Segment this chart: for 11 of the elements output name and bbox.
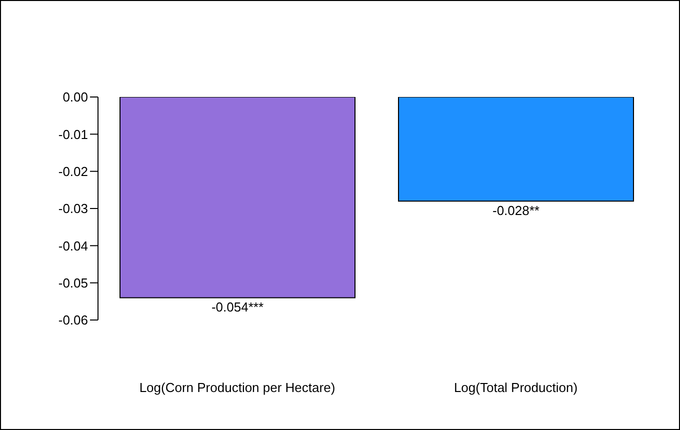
x-tick-label: Log(Total Production) [454,380,578,396]
y-tick-label: -0.02 [58,164,88,179]
y-tick-label: -0.01 [58,126,88,142]
data-label: -0.054*** [211,300,264,315]
y-tick-label: -0.06 [58,312,88,328]
y-tick-label: -0.03 [58,201,88,216]
y-tick-label: -0.05 [58,275,88,290]
data-label: -0.028** [492,203,540,218]
y-tick-label: 0.00 [62,90,88,105]
y-tick-label: -0.04 [58,238,88,254]
x-tick-label: Log(Corn Production per Hectare) [139,380,336,396]
